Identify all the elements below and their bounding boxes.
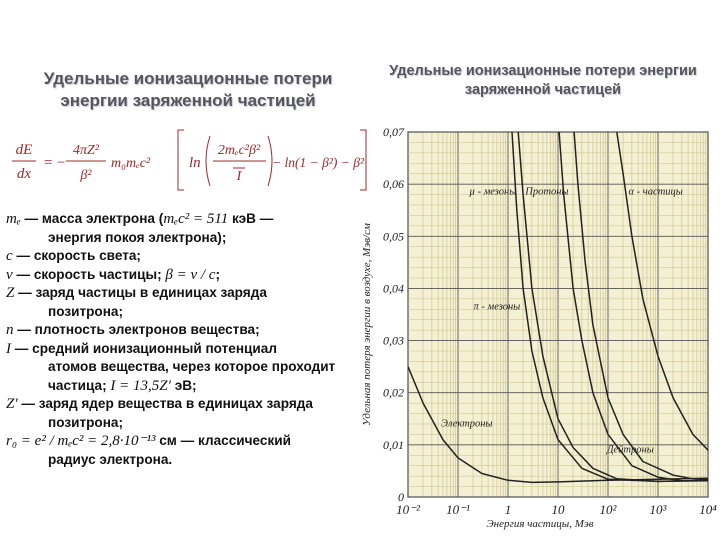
definition-text: позитрона; <box>48 414 124 430</box>
x-tick-label: 10⁴ <box>699 502 717 517</box>
y-tick-label: 0,02 <box>383 386 404 400</box>
y-tick-label: 0,07 <box>383 125 405 139</box>
y-tick-label: 0,03 <box>383 334 404 348</box>
definition-symbol: r₀ = e² / mₑc² = 2,8·10⁻¹³ <box>6 433 156 449</box>
right-title-line1: Удельные ионизационные потери энергии <box>389 63 697 79</box>
chart-svg: μ - мезоны Протоны α - частицы π - мезоны Эл… <box>361 125 717 530</box>
series-label: Протоны <box>524 187 568 198</box>
definition-symbol: n <box>6 322 14 338</box>
definition-symbol: c <box>6 248 13 264</box>
formula-left-bracket <box>177 129 184 191</box>
definition-text: радиус электрона. <box>48 451 173 467</box>
series-label: Дейтроны <box>606 445 654 456</box>
formula-tail: − ln(1 − β²) − β² <box>272 155 365 170</box>
formula-minus: − <box>56 155 66 171</box>
definition-row: r₀ = e² / mₑc² = 2,8·10⁻¹³ см — классиче… <box>6 432 368 451</box>
x-tick-label: 10⁻² <box>396 502 421 517</box>
definition-text: — плотность электронов вещества; <box>13 322 260 337</box>
definition-symbol: mₑ <box>6 211 21 227</box>
right-title-line2: заряженной частицей <box>464 82 622 98</box>
formula-ln: ln <box>189 155 201 171</box>
series-line <box>616 132 708 451</box>
definition-row: атомов вещества, через которое проходит <box>6 358 368 377</box>
formula-coef-rest: m₀mₑc² <box>111 156 151 171</box>
y-tick-label: 0,05 <box>383 229 404 243</box>
series-line <box>573 132 708 481</box>
definition-row: I — средний ионизационный потенциал <box>6 340 368 359</box>
series-line <box>517 132 708 483</box>
y-tick-label: 0,01 <box>383 438 404 452</box>
bethe-formula: dE dx = − 4πZ² β² m₀mₑc² ln 2mₑc²β² I − … <box>6 124 368 194</box>
definition-row: позитрона; <box>6 303 368 322</box>
formula-coef-den: β² <box>79 168 92 183</box>
formula-inner-num: 2mₑc²β² <box>218 143 261 158</box>
ionization-chart: μ - мезоны Протоны α - частицы π - мезоны Эл… <box>356 110 720 540</box>
formula-svg: dE dx = − 4πZ² β² m₀mₑc² ln 2mₑc²β² I − … <box>12 129 367 191</box>
left-title-line2: энергии заряженной частицей <box>60 91 316 110</box>
y-tick-label: 0 <box>398 490 404 504</box>
definition-text: атомов вещества, через которое проходит <box>48 359 336 374</box>
symbol-definitions: mₑ — масса электрона (mₑc² = 511 кэВ — эн… <box>6 210 368 469</box>
definition-row: Z — заряд частицы в единицах заряда <box>6 284 368 303</box>
x-tick-label: 10² <box>600 502 618 517</box>
formula-lhs-den: dx <box>17 166 32 182</box>
x-tick-label: 10 <box>552 502 566 517</box>
y-tick-label: 0,06 <box>383 177 404 191</box>
definition-row: радиус электрона. <box>6 451 368 470</box>
definition-text-tail: эВ; <box>170 377 197 393</box>
definition-symbol-inline: β = v / c <box>165 266 216 283</box>
definition-text: — заряд частицы в единицах заряда <box>14 285 267 300</box>
formula-right-bracket <box>360 129 367 191</box>
left-title-line1: Удельные ионизационные потери <box>43 69 333 88</box>
definition-symbol-inline: mₑc² = 511 <box>163 211 229 227</box>
left-slide-title: Удельные ионизационные потери энергии за… <box>18 68 358 112</box>
definition-row: энергия покоя электрона); <box>6 229 368 248</box>
series-label: π - мезоны <box>474 301 521 312</box>
x-tick-label: 1 <box>505 502 512 517</box>
definition-text: — скорость света; <box>12 248 141 263</box>
series-label: μ - мезоны <box>469 187 517 198</box>
definition-text: — заряд ядер вещества в единицах заряда <box>17 396 313 411</box>
x-axis-label: Энергия частицы, Мэв <box>486 518 593 530</box>
definition-row: mₑ — масса электрона (mₑc² = 511 кэВ — <box>6 210 368 229</box>
formula-left-paren <box>205 135 211 187</box>
definition-text: частица; <box>48 377 111 393</box>
definition-symbol: Z′ <box>6 396 18 412</box>
formula-right-paren <box>267 135 273 187</box>
formula-inner-den: I <box>236 169 243 184</box>
series-line <box>558 132 708 482</box>
y-tick-label: 0,04 <box>383 281 404 295</box>
definition-symbol: v <box>6 266 13 283</box>
definition-text: — скорость частицы; <box>12 266 166 282</box>
definition-text: см — классический <box>155 433 291 448</box>
series-label: α - частицы <box>629 187 683 198</box>
definition-row: позитрона; <box>6 414 368 433</box>
definition-row: c — скорость света; <box>6 247 368 266</box>
definition-text: — масса электрона ( <box>20 211 164 226</box>
formula-lhs-num: dE <box>16 142 33 158</box>
definition-text-tail: кэВ — <box>228 211 274 226</box>
x-tick-label: 10³ <box>650 502 668 517</box>
definition-symbol: I <box>6 340 11 357</box>
definition-symbol: Z <box>6 285 15 301</box>
x-tick-label: 10⁻¹ <box>446 502 470 517</box>
definition-row: Z′ — заряд ядер вещества в единицах заря… <box>6 395 368 414</box>
definition-row: v — скорость частицы; β = v / c; <box>6 266 368 285</box>
definition-text: позитрона; <box>48 303 124 319</box>
right-slide-title: Удельные ионизационные потери энергии за… <box>368 62 718 100</box>
y-axis-label: Удельная потеря энергии в воздухе, Мэв/с… <box>361 223 373 426</box>
definition-text-tail: ; <box>215 266 220 282</box>
formula-eq: = <box>43 155 53 171</box>
definition-symbol-inline: I = 13,5Z′ <box>110 377 171 394</box>
formula-coef-num: 4πZ² <box>73 143 100 158</box>
definition-row: n — плотность электронов вещества; <box>6 321 368 340</box>
series-label: Электроны <box>441 419 492 430</box>
definition-text: энергия покоя электрона); <box>48 229 227 245</box>
definition-row: частица; I = 13,5Z′ эВ; <box>6 377 368 396</box>
definition-text: — средний ионизационный потенциал <box>11 340 277 356</box>
